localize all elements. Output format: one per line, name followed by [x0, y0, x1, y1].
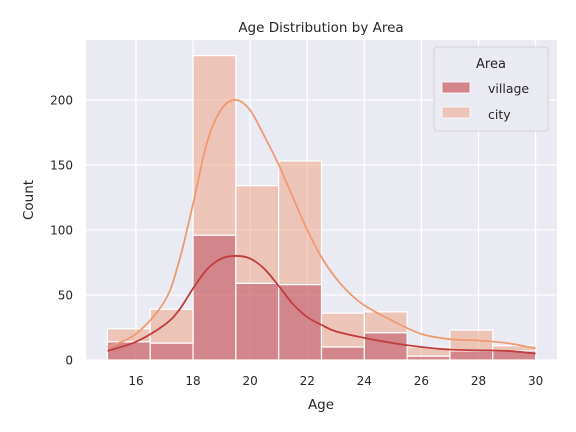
x-axis-label: Age	[308, 397, 334, 413]
x-tick-label: 22	[300, 374, 315, 388]
bar-city-3	[235, 185, 280, 284]
y-tick-label: 200	[50, 93, 73, 107]
x-tick-labels: 16 18 20 22 24 26 28 30	[128, 374, 543, 388]
y-tick-label: 150	[50, 158, 73, 172]
bar-village-3	[235, 282, 280, 361]
x-tick-label: 30	[528, 374, 543, 388]
histogram-bars	[106, 55, 537, 361]
bar-village-6	[363, 332, 408, 361]
kde-curves	[107, 98, 536, 355]
x-tick-label: 18	[185, 374, 200, 388]
x-tick-label: 26	[414, 374, 429, 388]
x-tick-label: 24	[357, 374, 372, 388]
chart-title: Age Distribution by Area	[238, 20, 403, 36]
legend-swatch-village	[441, 81, 471, 94]
kde-line-village	[107, 255, 536, 355]
bar-city-1	[149, 308, 194, 344]
bar-village-1	[149, 342, 194, 361]
legend-label-village: village	[488, 81, 529, 96]
legend-label-city: city	[488, 107, 511, 122]
y-tick-label: 50	[58, 288, 73, 302]
bar-city-0	[106, 328, 151, 343]
legend-swatch-city	[441, 106, 471, 119]
bar-city-5	[320, 312, 365, 348]
bar-village-8	[449, 350, 494, 361]
y-tick-labels: 0 50 100 150 200	[50, 93, 73, 367]
legend: Area village city	[433, 46, 549, 132]
y-tick-label: 100	[50, 223, 73, 237]
bar-village-2	[192, 234, 237, 361]
bar-village-5	[320, 346, 365, 361]
legend-title: Area	[476, 57, 506, 72]
x-tick-label: 16	[128, 374, 143, 388]
kde-line-city	[107, 98, 536, 350]
x-tick-label: 20	[242, 374, 257, 388]
y-axis-label: Count	[21, 180, 37, 220]
bar-city-6	[363, 311, 408, 334]
bar-city-2	[192, 55, 237, 236]
x-tick-label: 28	[471, 374, 486, 388]
y-tick-label: 0	[65, 354, 73, 368]
